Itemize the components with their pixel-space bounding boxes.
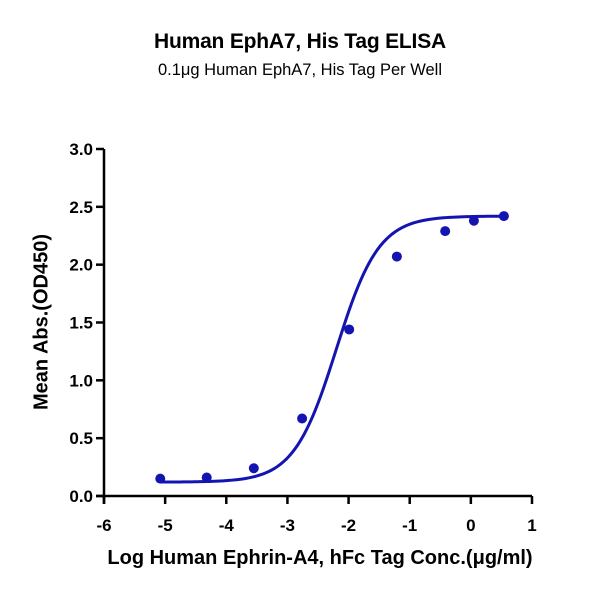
x-tick-label: 0 xyxy=(466,516,475,535)
data-points xyxy=(155,211,509,484)
axes: 0.0 0.5 1.0 1.5 2.0 2.5 3.0 -6 -5 -4 -3 -2 -1 0 1 xyxy=(69,140,536,535)
data-point xyxy=(297,413,308,424)
y-tick-label: 0.0 xyxy=(69,487,93,506)
x-tick-label: -6 xyxy=(96,516,111,535)
chart-subtitle: 0.1μg Human EphA7, His Tag Per Well xyxy=(157,61,443,79)
y-tick-label: 1.5 xyxy=(69,314,93,333)
data-point xyxy=(248,463,259,474)
x-tick-label: -1 xyxy=(402,516,417,535)
data-point xyxy=(468,215,479,226)
x-tick-label: -4 xyxy=(219,516,235,535)
chart-title: Human EphA7, His Tag ELISA xyxy=(154,30,446,53)
data-point xyxy=(155,473,166,484)
x-tick-label: 1 xyxy=(527,516,536,535)
y-tick-label: 3.0 xyxy=(69,140,93,159)
data-point xyxy=(391,251,402,262)
fit-curve xyxy=(160,214,504,484)
y-tick-label: 0.5 xyxy=(69,429,93,448)
y-tick-label: 2.0 xyxy=(69,256,93,275)
data-point xyxy=(201,472,212,483)
data-point xyxy=(498,211,509,222)
x-tick-label: -3 xyxy=(280,516,295,535)
x-tick-label: -5 xyxy=(158,516,173,535)
data-point xyxy=(344,324,355,335)
y-tick-label: 2.5 xyxy=(69,198,93,217)
x-axis-label: Log Human Ephrin-A4, hFc Tag Conc.(μg/ml… xyxy=(107,547,533,569)
x-tick-label: -2 xyxy=(341,516,356,535)
y-tick-label: 1.0 xyxy=(69,371,93,390)
data-point xyxy=(440,226,451,237)
